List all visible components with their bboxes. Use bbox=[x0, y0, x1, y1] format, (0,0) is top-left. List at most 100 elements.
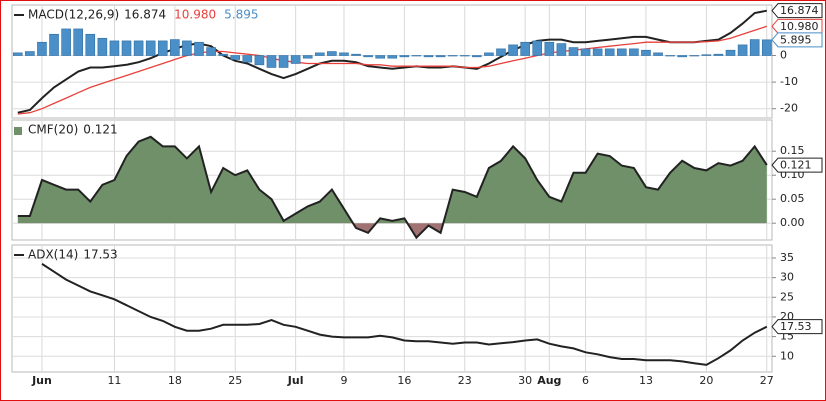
histogram-bar bbox=[641, 49, 651, 56]
histogram-bar bbox=[423, 55, 434, 58]
histogram-bar bbox=[435, 55, 446, 58]
histogram-bar bbox=[230, 55, 241, 60]
histogram-bar bbox=[375, 55, 386, 59]
histogram-bar bbox=[411, 55, 422, 57]
last-value-box bbox=[771, 18, 823, 34]
panel-frame bbox=[11, 4, 773, 119]
histogram-bar bbox=[556, 43, 567, 56]
x-tick-label: 30 bbox=[518, 374, 532, 387]
y-tick-label: -10 bbox=[780, 75, 798, 88]
histogram-bar bbox=[133, 40, 144, 56]
histogram-bar bbox=[737, 44, 748, 56]
last-value-label: 0.121 bbox=[780, 159, 812, 172]
y-tick-label: 30 bbox=[780, 271, 794, 284]
series-line bbox=[41, 263, 768, 366]
x-tick-label: Jul bbox=[287, 374, 304, 387]
y-tick-label: 0.00 bbox=[780, 216, 805, 229]
last-value-label: 17.53 bbox=[780, 320, 812, 333]
histogram-bar bbox=[592, 48, 603, 56]
x-tick-label: 13 bbox=[639, 374, 653, 387]
histogram-bar bbox=[387, 55, 398, 59]
histogram-bar bbox=[97, 37, 108, 56]
histogram-bar bbox=[665, 55, 675, 57]
histogram-bar bbox=[532, 40, 543, 56]
panel-title: ADX(14) bbox=[28, 248, 78, 262]
histogram-bar bbox=[761, 39, 772, 56]
panel-title: MACD(12,26,9) bbox=[28, 8, 119, 22]
histogram-bar bbox=[508, 44, 518, 56]
histogram-bar bbox=[459, 55, 470, 57]
histogram-bar bbox=[182, 40, 192, 56]
legend-icon bbox=[14, 127, 22, 135]
histogram-bar bbox=[472, 55, 482, 58]
x-tick-label: 27 bbox=[760, 374, 774, 387]
area-positive bbox=[17, 136, 767, 224]
histogram-bar bbox=[496, 48, 506, 56]
x-tick-label: 6 bbox=[582, 374, 589, 387]
histogram-bar bbox=[73, 28, 83, 56]
histogram-bar bbox=[520, 41, 530, 56]
histogram-bar bbox=[145, 40, 156, 56]
histogram-bar bbox=[314, 52, 325, 56]
histogram-bar bbox=[242, 55, 253, 63]
histogram-bar bbox=[677, 55, 688, 58]
x-tick-label: 18 bbox=[168, 374, 182, 387]
last-value-label: 16.874 bbox=[780, 4, 819, 17]
histogram-bar bbox=[399, 55, 410, 58]
histogram-bar bbox=[484, 52, 494, 56]
histogram-bar bbox=[339, 52, 349, 56]
histogram-bar bbox=[290, 55, 301, 64]
histogram-bar bbox=[157, 40, 168, 56]
histogram-bar bbox=[49, 33, 59, 56]
y-tick-label: 0.05 bbox=[780, 192, 805, 205]
legend-value: 0.121 bbox=[83, 123, 117, 137]
histogram-bar bbox=[447, 55, 458, 57]
legend-value: 10.980 bbox=[174, 8, 216, 22]
histogram-bar bbox=[218, 53, 228, 56]
y-tick-label: -20 bbox=[780, 102, 798, 115]
histogram-bar bbox=[302, 55, 313, 59]
histogram-bar bbox=[689, 55, 700, 57]
histogram-bar bbox=[206, 47, 216, 56]
y-tick-label: 35 bbox=[780, 251, 794, 264]
histogram-bar bbox=[278, 55, 289, 68]
histogram-bar bbox=[653, 52, 663, 56]
histogram-bar bbox=[194, 41, 204, 56]
histogram-bar bbox=[85, 33, 96, 56]
y-tick-label: 0 bbox=[780, 49, 787, 62]
series-line bbox=[17, 25, 768, 115]
x-tick-label: 23 bbox=[458, 374, 472, 387]
histogram-bar bbox=[580, 48, 591, 56]
histogram-bar bbox=[629, 48, 639, 56]
histogram-bar bbox=[37, 41, 47, 56]
y-tick-label: 25 bbox=[780, 290, 794, 303]
histogram-bar bbox=[701, 54, 712, 56]
histogram-bar bbox=[25, 51, 35, 56]
panel-title: CMF(20) bbox=[28, 123, 78, 137]
histogram-bar bbox=[568, 47, 579, 56]
histogram-bar bbox=[713, 53, 724, 56]
y-tick-label: 10 bbox=[780, 349, 794, 362]
panel-frame bbox=[11, 244, 773, 373]
x-tick-label: Jun bbox=[31, 374, 52, 387]
histogram-bar bbox=[544, 41, 555, 56]
legend-value: 17.53 bbox=[83, 248, 117, 262]
histogram-bar bbox=[327, 51, 337, 56]
x-tick-label: 11 bbox=[107, 374, 121, 387]
histogram-bar bbox=[121, 40, 132, 56]
histogram-bar bbox=[749, 39, 760, 56]
histogram-bar bbox=[363, 55, 373, 58]
last-value-box bbox=[771, 319, 823, 335]
x-tick-label: 16 bbox=[397, 374, 411, 387]
last-value-box bbox=[771, 3, 823, 19]
x-tick-label: Aug bbox=[537, 374, 561, 387]
last-value-label: 5.895 bbox=[780, 33, 812, 46]
histogram-bar bbox=[616, 48, 627, 56]
histogram-bar bbox=[254, 55, 265, 66]
last-value-box bbox=[771, 157, 823, 173]
histogram-bar bbox=[266, 55, 277, 68]
legend-value: 5.895 bbox=[224, 8, 258, 22]
histogram-bar bbox=[61, 28, 71, 56]
histogram-bar bbox=[13, 52, 23, 56]
